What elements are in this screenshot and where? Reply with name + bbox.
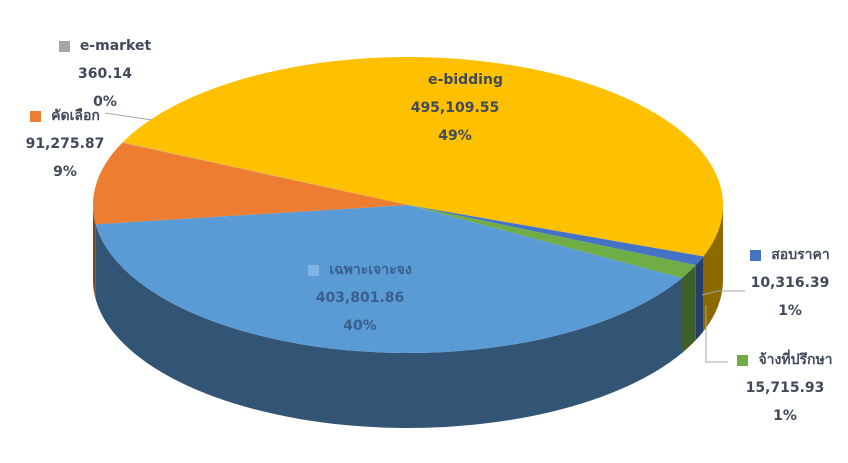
slice-percent: 1% bbox=[773, 408, 797, 424]
legend-swatch-icon bbox=[737, 354, 749, 366]
slice-value: 495,109.55 bbox=[410, 100, 500, 116]
slice-name: คัดเลือก bbox=[51, 108, 100, 124]
slice-value: 360.14 bbox=[77, 66, 133, 82]
slice-value: 15,715.93 bbox=[745, 380, 825, 396]
label-e-market: e-market 360.14 0% bbox=[50, 32, 160, 116]
slice-value: 91,275.87 bbox=[25, 136, 105, 152]
slice-1[interactable] bbox=[408, 205, 704, 266]
slice-name: จ้างที่ปรึกษา bbox=[758, 352, 833, 368]
slice-4[interactable] bbox=[93, 142, 408, 225]
legend-swatch-icon bbox=[750, 249, 762, 261]
slice-percent: 1% bbox=[778, 303, 802, 319]
leader-line bbox=[104, 112, 153, 121]
slice-percent: 9% bbox=[53, 164, 77, 180]
label-e-bidding: e-bidding 495,109.55 49% bbox=[380, 66, 530, 150]
slice-side bbox=[695, 256, 704, 341]
slice-side bbox=[93, 205, 96, 300]
slice-name: e-market bbox=[79, 38, 152, 54]
legend-swatch-icon bbox=[308, 264, 320, 276]
slice-0[interactable] bbox=[122, 56, 724, 257]
leader-line bbox=[701, 290, 745, 296]
leader-line bbox=[705, 305, 728, 363]
slice-percent: 40% bbox=[343, 318, 377, 334]
legend-swatch-icon bbox=[407, 74, 419, 86]
slice-side bbox=[95, 224, 683, 428]
slice-side bbox=[703, 205, 723, 332]
slice-5[interactable] bbox=[122, 142, 408, 205]
slice-value: 10,316.39 bbox=[750, 275, 830, 291]
slice-2[interactable] bbox=[408, 205, 696, 278]
slice-percent: 49% bbox=[438, 128, 472, 144]
label-consultant: จ้างที่ปรึกษา 15,715.93 1% bbox=[722, 346, 848, 430]
slice-side bbox=[682, 265, 696, 353]
slice-percent: 0% bbox=[93, 94, 117, 110]
slice-value: 403,801.86 bbox=[315, 290, 405, 306]
label-sorb-rakha: สอบราคา 10,316.39 1% bbox=[735, 241, 845, 325]
label-specific: เฉพาะเจาะจง 403,801.86 40% bbox=[285, 256, 435, 340]
slice-3[interactable] bbox=[95, 205, 683, 353]
slice-name: เฉพาะเจาะจง bbox=[329, 262, 412, 278]
slice-name: e-bidding bbox=[428, 72, 503, 88]
slice-name: สอบราคา bbox=[771, 247, 830, 263]
legend-swatch-icon bbox=[58, 40, 70, 52]
legend-swatch-icon bbox=[30, 110, 42, 122]
label-selection: คัดเลือก 91,275.87 9% bbox=[0, 102, 130, 186]
